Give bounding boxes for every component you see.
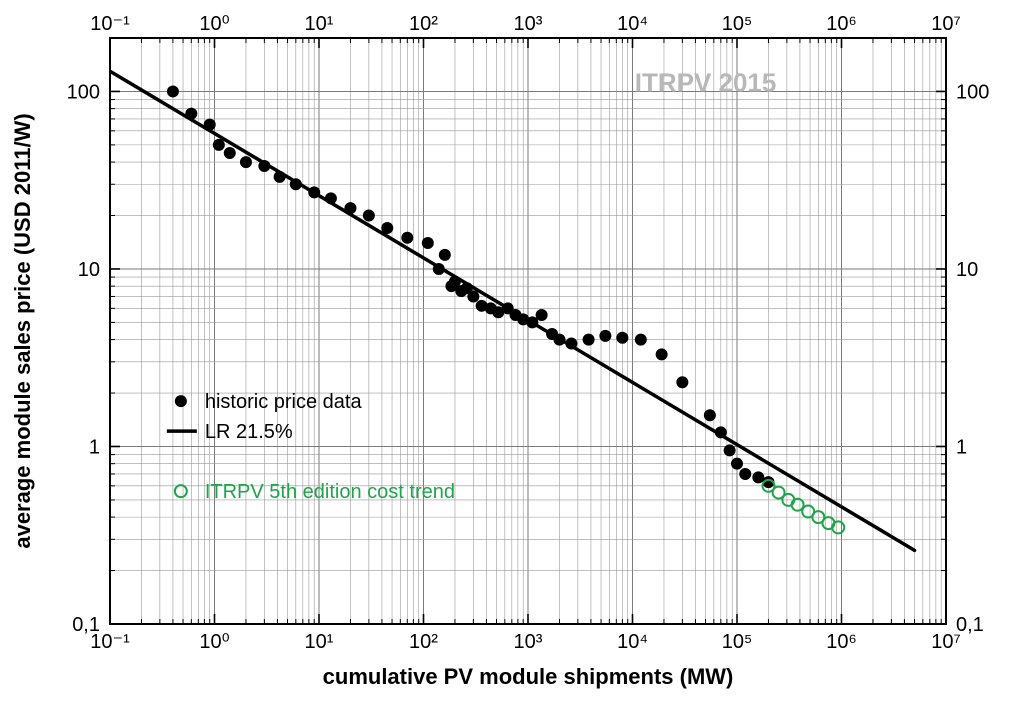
x-tick-label-top: 10⁶ <box>826 13 856 35</box>
x-tick-label-top: 10⁻¹ <box>90 13 130 35</box>
y-tick-label-left: 1 <box>89 436 100 458</box>
x-tick-label-top: 10¹ <box>305 13 334 35</box>
x-tick-label-bottom: 10⁴ <box>617 631 648 653</box>
legend-label-lr: LR 21.5% <box>205 421 293 443</box>
x-tick-label-top: 10⁷ <box>931 13 960 35</box>
x-tick-label-top: 10² <box>409 13 438 35</box>
x-tick-label-top: 10⁴ <box>617 13 648 35</box>
x-tick-label-bottom: 10² <box>409 631 438 653</box>
x-tick-label-top: 10⁰ <box>199 13 229 35</box>
chart-container: 10⁻¹10⁻¹10⁰10⁰10¹10¹10²10²10³10³10⁴10⁴10… <box>0 0 1024 708</box>
x-tick-label-top: 10⁵ <box>722 13 753 35</box>
x-tick-label-bottom: 10⁵ <box>722 631 753 653</box>
y-axis-label: average module sales price (USD 2011/W) <box>10 113 35 548</box>
x-tick-label-bottom: 10¹ <box>305 631 334 653</box>
legend-label-itrpv: ITRPV 5th edition cost trend <box>205 481 455 503</box>
legend-label-historic: historic price data <box>205 391 363 413</box>
y-tick-label-left: 0,1 <box>72 614 100 636</box>
y-tick-label-left: 100 <box>67 81 100 103</box>
x-tick-label-bottom: 10⁶ <box>826 631 856 653</box>
chart-svg: 10⁻¹10⁻¹10⁰10⁰10¹10¹10²10²10³10³10⁴10⁴10… <box>0 0 1024 708</box>
x-axis-label: cumulative PV module shipments (MW) <box>323 664 734 689</box>
watermark-text: ITRPV 2015 <box>635 67 777 97</box>
x-tick-label-top: 10³ <box>514 13 543 35</box>
x-tick-label-bottom: 10³ <box>514 631 543 653</box>
y-tick-label-right: 100 <box>956 81 989 103</box>
x-tick-label-bottom: 10⁰ <box>199 631 229 653</box>
y-tick-label-right: 10 <box>956 259 978 281</box>
y-tick-label-left: 10 <box>78 259 100 281</box>
y-tick-label-right: 0,1 <box>956 614 984 636</box>
y-tick-label-right: 1 <box>956 436 967 458</box>
